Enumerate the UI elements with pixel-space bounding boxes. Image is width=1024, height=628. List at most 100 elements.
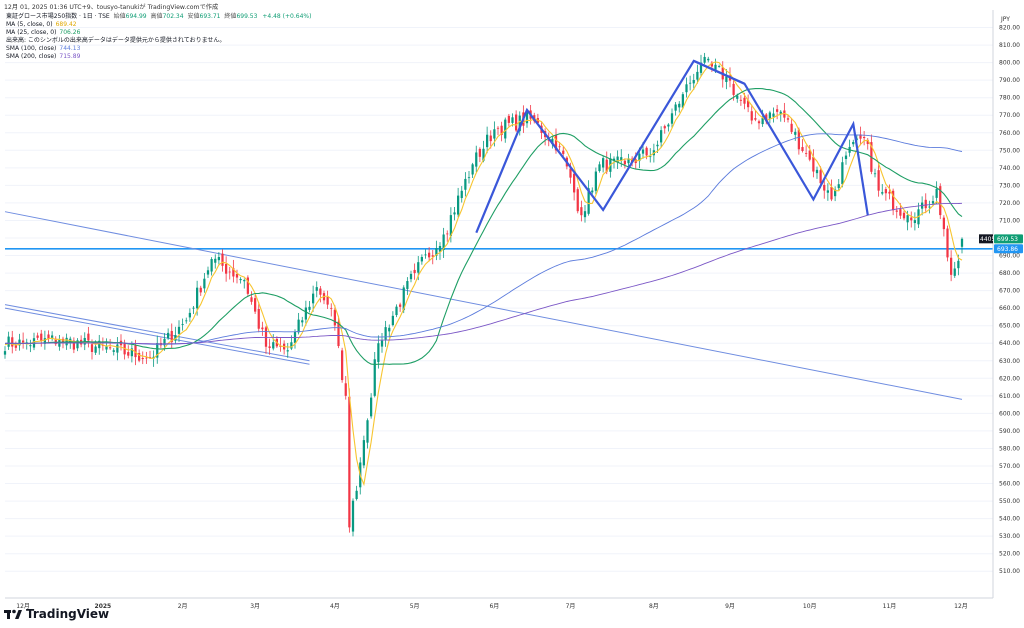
candle-body[interactable] [199, 287, 202, 293]
candle-body[interactable] [518, 115, 521, 132]
candle-body[interactable] [221, 253, 224, 266]
candle-body[interactable] [910, 217, 913, 221]
candle-body[interactable] [591, 190, 594, 193]
candle-body[interactable] [141, 358, 144, 360]
candle-body[interactable] [547, 140, 550, 141]
candle-body[interactable] [783, 110, 786, 118]
candle-body[interactable] [134, 345, 137, 358]
candle-body[interactable] [899, 209, 902, 216]
candle-body[interactable] [29, 345, 32, 347]
candle-body[interactable] [598, 164, 601, 172]
candle-body[interactable] [913, 220, 916, 224]
candle-body[interactable] [351, 500, 355, 532]
candle-body[interactable] [797, 129, 800, 150]
candle-body[interactable] [808, 150, 811, 160]
candle-body[interactable] [453, 212, 456, 215]
candle-body[interactable] [953, 268, 956, 276]
indicator-row-sma200[interactable]: SMA (200, close) 715.89 [6, 53, 81, 60]
candle-body[interactable] [449, 215, 452, 237]
candle-body[interactable] [7, 336, 10, 347]
candle-body[interactable] [442, 234, 445, 250]
candle-body[interactable] [703, 56, 706, 63]
indicator-row-ma25[interactable]: MA (25, close, 0) 706.26 [6, 29, 81, 36]
candle-body[interactable] [206, 270, 210, 275]
candle-body[interactable] [504, 119, 507, 139]
candle-body[interactable] [743, 97, 746, 104]
candle-body[interactable] [768, 112, 771, 119]
candle-body[interactable] [725, 76, 728, 83]
candle-body[interactable] [866, 139, 869, 144]
candle-body[interactable] [417, 262, 420, 273]
candle-body[interactable] [739, 99, 742, 101]
candle-body[interactable] [819, 170, 822, 184]
candle-body[interactable] [779, 111, 782, 115]
candle-body[interactable] [500, 125, 503, 136]
candle-body[interactable] [489, 135, 492, 142]
candle-body[interactable] [471, 164, 474, 175]
candle-body[interactable] [902, 212, 906, 219]
candle-body[interactable] [612, 158, 616, 161]
candle-body[interactable] [689, 82, 692, 84]
candle-body[interactable] [348, 396, 351, 528]
candle-body[interactable] [3, 351, 7, 355]
candle-body[interactable] [946, 228, 949, 258]
candle-body[interactable] [76, 340, 79, 349]
candle-body[interactable] [272, 342, 275, 349]
candle-body[interactable] [482, 148, 485, 161]
candle-body[interactable] [210, 259, 213, 272]
candle-body[interactable] [863, 137, 866, 139]
candle-body[interactable] [145, 357, 148, 359]
candle-body[interactable] [859, 134, 862, 139]
candle-body[interactable] [40, 333, 43, 341]
candle-body[interactable] [268, 346, 271, 348]
trend-line-drawing[interactable] [4, 211, 963, 400]
candle-body[interactable] [576, 189, 579, 212]
candle-body[interactable] [794, 131, 797, 135]
indicator-row-volume[interactable]: 出来高: このシンボルの出来高データはデータ提供元から提供されておりません。 [6, 37, 226, 44]
candle-body[interactable] [714, 64, 717, 71]
candle-body[interactable] [558, 146, 561, 148]
candle-body[interactable] [98, 340, 101, 349]
candle-body[interactable] [391, 315, 394, 326]
candle-body[interactable] [366, 420, 369, 443]
candle-body[interactable] [884, 189, 887, 194]
candle-body[interactable] [243, 280, 246, 282]
candle-body[interactable] [815, 169, 819, 174]
candle-body[interactable] [312, 293, 315, 304]
candle-body[interactable] [388, 327, 391, 332]
candle-body[interactable] [235, 273, 239, 278]
candle-body[interactable] [881, 192, 884, 194]
candle-body[interactable] [290, 342, 293, 349]
candle-body[interactable] [667, 124, 670, 127]
candle-body[interactable] [464, 178, 467, 190]
candle-body[interactable] [641, 149, 645, 154]
candle-body[interactable] [225, 263, 228, 274]
candle-body[interactable] [18, 339, 21, 346]
candle-body[interactable] [177, 326, 181, 334]
candle-body[interactable] [663, 126, 666, 129]
candle-body[interactable] [645, 147, 648, 156]
w-pattern_2-drawing[interactable] [693, 59, 869, 216]
ma-line-100[interactable] [4, 133, 963, 345]
candle-body[interactable] [765, 114, 768, 122]
candle-body[interactable] [562, 150, 565, 154]
w-pattern_1-drawing[interactable] [475, 59, 745, 234]
candle-body[interactable] [130, 348, 133, 357]
candle-body[interactable] [692, 80, 695, 84]
candle-body[interactable] [754, 118, 757, 120]
candle-body[interactable] [286, 350, 289, 352]
candle-body[interactable] [304, 307, 307, 320]
candle-body[interactable] [525, 112, 529, 124]
legend-title-row[interactable]: 東証グロース市場250指数 · 1日 · TSE 始値694.99 高値702.… [6, 13, 311, 21]
candle-body[interactable] [174, 335, 177, 341]
ma-line-25[interactable] [4, 87, 963, 366]
candle-body[interactable] [185, 320, 188, 322]
candle-body[interactable] [486, 134, 489, 148]
candle-body[interactable] [330, 307, 333, 309]
candle-body[interactable] [72, 340, 75, 350]
symbol-title[interactable]: 東証グロース市場250指数 · 1日 · TSE [6, 13, 110, 20]
candle-body[interactable] [670, 113, 674, 124]
candle-body[interactable] [380, 340, 384, 347]
candle-body[interactable] [826, 190, 829, 193]
